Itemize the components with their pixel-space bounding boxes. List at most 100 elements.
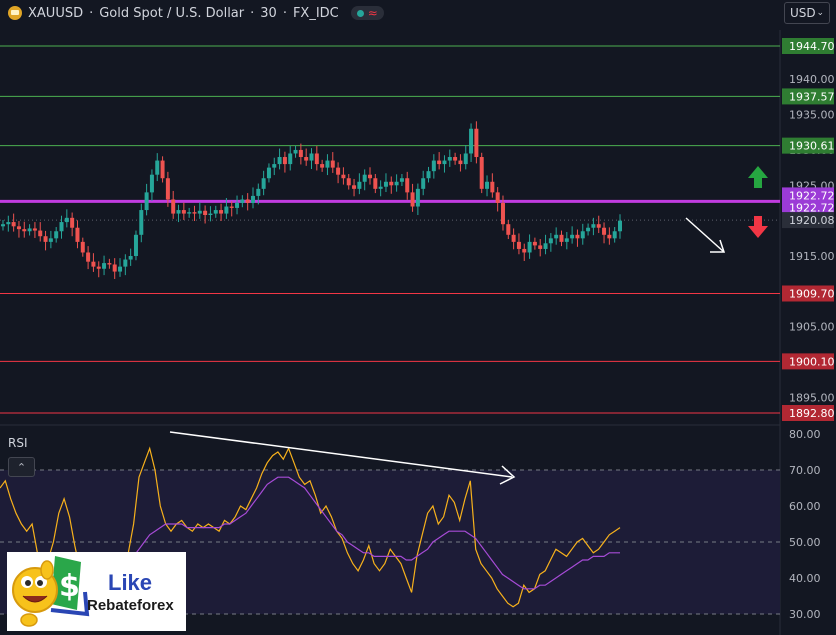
candle-body	[1, 224, 5, 227]
level-label-text: 1909.70	[789, 287, 835, 300]
svg-text:$: $	[59, 569, 80, 604]
candle-body	[192, 212, 197, 214]
candle-body	[383, 181, 388, 187]
pivot-label-text-2: 1922.72	[789, 201, 835, 214]
candle-body	[112, 264, 117, 272]
rsi-label: RSI	[8, 436, 28, 450]
candle-body	[405, 178, 410, 193]
candle-body	[437, 160, 442, 165]
candle-body	[415, 188, 420, 207]
candle-body	[479, 157, 484, 189]
mascot-icon: $	[12, 556, 90, 627]
rsi-collapse-button[interactable]: ⌃	[8, 457, 35, 477]
candle-body	[612, 231, 617, 239]
candle-body	[309, 153, 314, 161]
candle-body	[181, 210, 186, 214]
candle-body	[245, 199, 250, 203]
candle-body	[580, 231, 585, 239]
candle-body	[602, 227, 607, 235]
candle-body	[325, 160, 330, 168]
candle-body	[165, 178, 170, 200]
candle-body	[421, 178, 426, 189]
candle-body	[522, 248, 527, 253]
candle-body	[229, 206, 234, 208]
candle-body	[341, 174, 346, 179]
candle-body	[575, 234, 580, 239]
pivot-label-box-2	[782, 199, 834, 216]
candle-body	[447, 157, 452, 161]
candle-body	[208, 213, 213, 216]
level-label-text: 1937.57	[789, 90, 835, 103]
candle-body	[293, 149, 298, 154]
rsi-tick-label: 30.00	[789, 608, 821, 621]
candle-body	[54, 231, 59, 239]
candle-body	[187, 212, 192, 214]
candle-body	[107, 263, 112, 265]
candle-body	[277, 157, 282, 165]
last-price-label: 1920.08	[789, 214, 835, 227]
candle-body	[102, 263, 107, 269]
title-sep-2: ·	[250, 5, 255, 21]
level-label-box	[782, 353, 834, 370]
candle-body	[330, 160, 335, 168]
level-label-text: 1922.72	[789, 189, 835, 202]
candle-body	[133, 234, 138, 257]
candle-body	[38, 230, 43, 237]
candle-body	[149, 174, 154, 193]
candle-body	[48, 238, 53, 242]
price-tick-label: 1905.00	[789, 321, 835, 334]
candle-body	[495, 192, 500, 203]
candle-body	[240, 199, 245, 203]
candle-body	[32, 228, 37, 231]
market-open-dot	[356, 9, 364, 17]
annotation-arrow-line	[685, 217, 725, 253]
currency-select[interactable]: USD ⌄	[784, 2, 830, 24]
candle-body	[506, 224, 511, 235]
candle-body	[570, 234, 575, 239]
candle-body	[399, 178, 404, 182]
logo-word-rebateforex: Rebateforex	[87, 597, 174, 614]
candle-body	[288, 153, 293, 165]
candle-body	[70, 217, 75, 228]
candle-body	[139, 210, 144, 235]
candle-body	[197, 210, 202, 214]
level-label-text: 1892.80	[789, 407, 835, 420]
candle-body	[564, 238, 569, 242]
candle-body	[59, 222, 64, 232]
candle-body	[389, 181, 394, 186]
last-price-box	[782, 212, 834, 229]
candle-body	[410, 192, 415, 207]
level-label-text: 1930.61	[789, 140, 835, 153]
market-status[interactable]: ≈	[350, 6, 384, 20]
candle-body	[607, 234, 612, 239]
divergence-arrow-line	[169, 431, 513, 478]
candle-body	[224, 206, 229, 214]
candle-body	[266, 167, 271, 179]
candle-body	[373, 178, 378, 189]
candle-body	[176, 210, 181, 214]
candle-body	[485, 181, 490, 189]
candle-body	[144, 192, 149, 211]
candle-body	[256, 188, 261, 196]
price-tick-label: 1895.00	[789, 391, 835, 404]
level-label-box	[782, 405, 834, 421]
candle-body	[500, 202, 505, 225]
candle-body	[64, 217, 69, 223]
candle-body	[394, 181, 399, 186]
candle-body	[346, 178, 351, 186]
candle-body	[27, 228, 32, 232]
candle-body	[554, 234, 559, 239]
candle-body	[22, 229, 27, 232]
candle-body	[272, 164, 277, 168]
candle-body	[203, 210, 208, 216]
candle-body	[171, 199, 176, 214]
symbol-name[interactable]: XAUUSD	[28, 5, 84, 21]
level-label-text: 1944.70	[789, 40, 835, 53]
candle-body	[548, 238, 553, 244]
rebateforex-logo[interactable]: $ Like Rebateforex	[7, 552, 186, 631]
price-tick-label: 1915.00	[789, 250, 835, 263]
interval[interactable]: 30	[260, 5, 277, 21]
level-label-text: 1900.10	[789, 355, 835, 368]
candle-body	[219, 210, 224, 214]
